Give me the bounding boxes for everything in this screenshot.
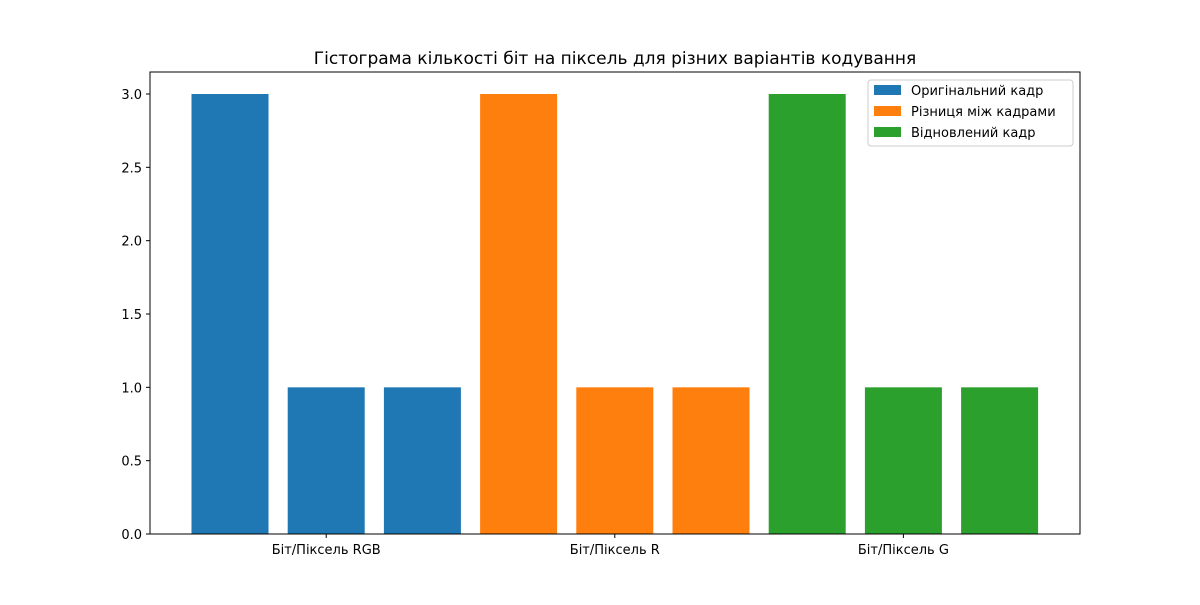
y-tick-label: 2.5 xyxy=(121,161,142,176)
legend-box xyxy=(867,79,1074,147)
chart-title: Гістограма кількості біт на піксель для … xyxy=(314,49,916,69)
bar-2-2 xyxy=(576,387,654,534)
legend-swatch xyxy=(874,106,901,116)
legend-swatch xyxy=(874,127,901,137)
bars-layer xyxy=(191,94,1039,534)
legend-label: Оригінальний кадр xyxy=(911,84,1043,99)
bar-1-3 xyxy=(383,387,461,534)
axes-layer: 0.0 0.5 1.0 1.5 2.0 2.5 3.0 Біт/Піксель RGB Біт/… xyxy=(121,71,1081,558)
y-tick-label: 1.5 xyxy=(121,308,142,323)
bar-1-1 xyxy=(191,94,269,534)
legend-label: Різниця між кадрами xyxy=(911,105,1056,120)
y-tick-label: 3.0 xyxy=(121,88,142,103)
x-tick-label: Біт/Піксель G xyxy=(858,543,949,558)
y-tick-label: 0.5 xyxy=(121,455,142,470)
y-tick-label: 0.0 xyxy=(121,528,142,543)
legend-swatch xyxy=(874,85,901,95)
x-tick-label: Біт/Піксель RGB xyxy=(272,543,381,558)
bar-1-2 xyxy=(287,387,365,534)
bar-3-1 xyxy=(768,94,846,534)
legend-label: Відновлений кадр xyxy=(911,126,1036,141)
bar-2-3 xyxy=(672,387,750,534)
y-tick-label: 1.0 xyxy=(121,381,142,396)
bar-3-3 xyxy=(961,387,1039,534)
x-tick-label: Біт/Піксель R xyxy=(570,543,660,558)
legend: Оригінальний кадр Різниця між кадрами Відн… xyxy=(867,79,1074,147)
bar-2-1 xyxy=(480,94,558,534)
y-tick-label: 2.0 xyxy=(121,235,142,250)
bar-3-2 xyxy=(864,387,942,534)
